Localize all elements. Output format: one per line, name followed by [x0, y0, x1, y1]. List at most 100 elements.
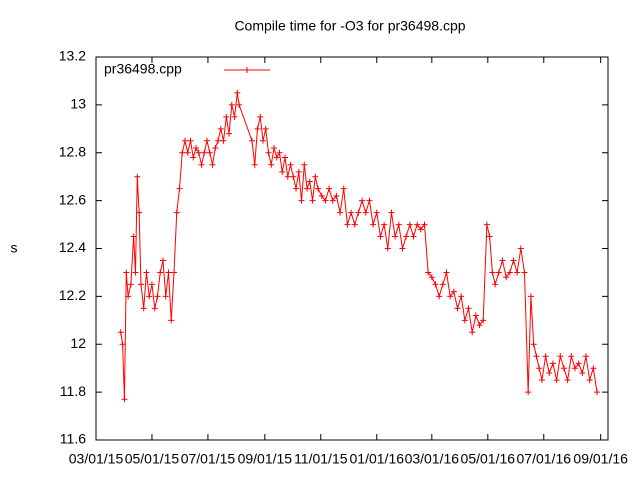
point-marker	[226, 130, 233, 137]
point-marker	[234, 89, 241, 96]
plot-frame	[95, 56, 609, 441]
point-marker	[533, 353, 540, 360]
point-marker	[450, 288, 457, 295]
point-marker	[458, 293, 465, 300]
chart-title: Compile time for -O3 for pr36498.cpp	[234, 18, 465, 34]
point-marker	[348, 209, 355, 216]
y-tick-label: 11.6	[60, 431, 86, 447]
point-marker	[301, 161, 308, 168]
point-marker	[538, 377, 545, 384]
point-marker	[410, 233, 417, 240]
point-marker	[209, 161, 216, 168]
point-marker	[414, 221, 421, 228]
point-marker	[125, 293, 132, 300]
point-marker	[276, 149, 283, 156]
point-marker	[571, 365, 578, 372]
x-tick-label: 01/01/16	[350, 451, 405, 467]
x-tick-label: 03/01/16	[405, 451, 460, 467]
point-marker	[154, 293, 161, 300]
point-marker	[461, 317, 468, 324]
point-marker	[254, 125, 261, 132]
point-marker	[168, 317, 175, 324]
point-marker	[476, 322, 483, 329]
point-marker	[575, 360, 582, 367]
point-marker	[236, 101, 243, 108]
point-marker	[384, 245, 391, 252]
point-marker	[182, 137, 189, 144]
point-marker	[259, 137, 266, 144]
point-marker	[251, 161, 258, 168]
point-marker	[579, 369, 586, 376]
point-marker	[201, 149, 208, 156]
point-marker	[355, 209, 362, 216]
legend-swatch	[224, 67, 270, 73]
point-marker	[586, 377, 593, 384]
point-marker	[287, 161, 294, 168]
point-marker	[117, 329, 124, 336]
point-marker	[304, 185, 311, 192]
point-marker	[184, 149, 191, 156]
point-marker	[492, 281, 499, 288]
point-marker	[495, 269, 502, 276]
point-marker	[130, 233, 137, 240]
point-marker	[204, 137, 211, 144]
point-marker	[366, 197, 373, 204]
x-tick-label: 07/01/16	[517, 451, 572, 467]
point-marker	[489, 269, 496, 276]
legend-label: pr36498.cpp	[104, 61, 182, 77]
point-marker	[198, 161, 205, 168]
point-marker	[290, 173, 297, 180]
point-marker	[560, 365, 567, 372]
point-marker	[428, 274, 435, 281]
point-marker	[176, 185, 183, 192]
point-marker	[340, 185, 347, 192]
x-tick-label: 07/01/15	[181, 451, 236, 467]
point-marker	[568, 353, 575, 360]
point-marker	[284, 173, 291, 180]
point-marker	[557, 353, 564, 360]
y-tick-label: 12.4	[59, 239, 86, 255]
y-tick-label: 11.8	[60, 383, 86, 399]
point-marker	[395, 221, 402, 228]
point-marker	[271, 144, 278, 151]
point-marker	[546, 369, 553, 376]
point-marker	[421, 221, 428, 228]
point-marker	[399, 245, 406, 252]
point-marker	[388, 209, 395, 216]
point-marker	[527, 293, 534, 300]
point-marker	[359, 197, 366, 204]
point-marker	[248, 137, 255, 144]
point-marker	[127, 281, 134, 288]
point-marker	[315, 185, 322, 192]
y-tick-label: 13	[70, 96, 86, 112]
point-marker	[193, 144, 200, 151]
point-marker	[206, 149, 213, 156]
point-marker	[136, 209, 143, 216]
point-marker	[432, 281, 439, 288]
point-marker	[521, 269, 528, 276]
point-marker	[486, 233, 493, 240]
point-marker	[215, 137, 222, 144]
point-marker	[157, 269, 164, 276]
point-marker	[123, 269, 130, 276]
point-marker	[370, 221, 377, 228]
point-marker	[454, 305, 461, 312]
y-tick-label: 12	[70, 335, 86, 351]
point-marker	[392, 233, 399, 240]
point-marker	[530, 341, 537, 348]
series-line	[120, 92, 598, 400]
point-marker	[282, 154, 289, 161]
point-marker	[439, 281, 446, 288]
point-marker	[146, 293, 153, 300]
point-marker	[333, 192, 340, 199]
point-marker	[553, 377, 560, 384]
x-tick-label: 09/01/15	[238, 451, 293, 467]
point-marker	[469, 329, 476, 336]
point-marker	[179, 149, 186, 156]
point-marker	[143, 269, 150, 276]
point-marker	[517, 245, 524, 252]
point-marker	[212, 144, 219, 151]
x-tick-label: 09/01/16	[573, 451, 628, 467]
point-marker	[381, 221, 388, 228]
